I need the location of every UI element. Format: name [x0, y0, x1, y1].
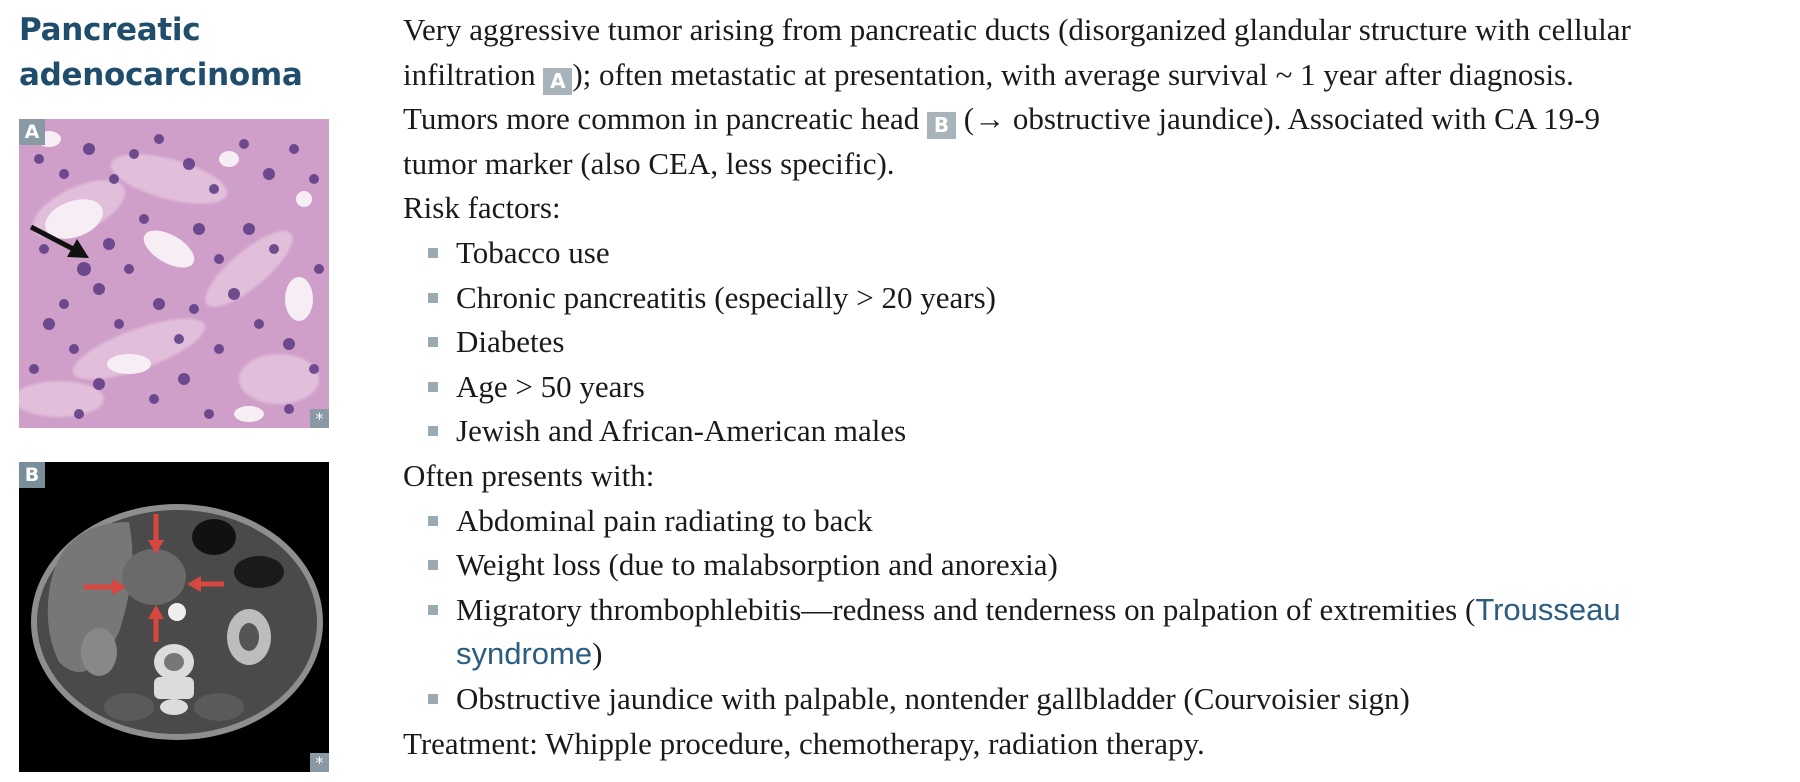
risk-factors-heading: Risk factors: [403, 190, 561, 226]
list-item: Age > 50 years [403, 365, 1798, 410]
list-item: Jewish and African-American males [403, 409, 1798, 454]
list-item-text-end: ) [592, 636, 603, 672]
intro-line-2-start: infiltration [403, 56, 544, 92]
bullet-icon [428, 381, 438, 392]
bullet-icon [428, 247, 438, 258]
bullet-icon [428, 693, 438, 704]
ct-scan-image: B * [19, 462, 329, 772]
section-heading: Pancreatic adenocarcinoma [19, 8, 303, 98]
list-item-text: Chronic pancreatitis (especially > 20 ye… [456, 279, 996, 315]
list-item-text: Diabetes [456, 324, 565, 360]
intro-line-2: infiltration A); often metastatic at pre… [403, 53, 1798, 98]
intro-line-3-start: Tumors more common in pancreatic head [403, 101, 928, 137]
list-item-text: Weight loss (due to malabsorption and an… [456, 547, 1058, 583]
bullet-icon [428, 515, 438, 526]
list-item-text: Age > 50 years [456, 368, 645, 404]
list-item: Obstructive jaundice with palpable, nont… [403, 677, 1798, 722]
figure-a-label: A [19, 119, 45, 145]
list-item: Diabetes [403, 320, 1798, 365]
heading-line-2: adenocarcinoma [19, 57, 303, 93]
list-item-text: Obstructive jaundice with palpable, nont… [456, 680, 1410, 716]
histology-image: A * [19, 119, 329, 428]
bullet-icon [428, 337, 438, 348]
list-item-text: Tobacco use [456, 234, 610, 270]
intro-line-1: Very aggressive tumor arising from pancr… [403, 12, 1631, 47]
list-item: Tobacco use [403, 231, 1798, 276]
histology-arrow-icon [29, 224, 89, 258]
list-item-text: Abdominal pain radiating to back [456, 502, 873, 538]
presents-list: Abdominal pain radiating to back Weight … [403, 499, 1798, 722]
figure-b-label: B [19, 462, 45, 488]
content-body: Very aggressive tumor arising from pancr… [403, 8, 1798, 766]
list-item: Weight loss (due to malabsorption and an… [403, 543, 1798, 588]
list-item: Migratory thrombophlebitis—redness and t… [403, 588, 1798, 677]
risk-factors-list: Tobacco use Chronic pancreatitis (especi… [403, 231, 1798, 454]
heading-line-1: Pancreatic [19, 12, 201, 48]
bullet-icon [428, 292, 438, 303]
inline-label-a: A [543, 67, 573, 95]
intro-line-2-end: ); often metastatic at presentation, wit… [572, 56, 1574, 92]
bullet-icon [428, 604, 438, 615]
histology-illustration [19, 119, 329, 428]
ct-arrows-icon [84, 514, 224, 642]
treatment-line: Treatment: Whipple procedure, chemothera… [403, 725, 1205, 761]
list-item: Chronic pancreatitis (especially > 20 ye… [403, 276, 1798, 321]
bullet-icon [428, 426, 438, 437]
list-item: Abdominal pain radiating to back [403, 499, 1798, 544]
trousseau-link[interactable]: Trousseau [1475, 591, 1621, 627]
bullet-icon [428, 560, 438, 571]
figure-a-copyright-icon: * [310, 409, 329, 428]
intro-line-4: tumor marker (also CEA, less specific). [403, 145, 895, 181]
syndrome-link[interactable]: syndrome [456, 636, 593, 672]
presents-heading: Often presents with: [403, 457, 655, 493]
inline-label-b: B [927, 112, 957, 140]
intro-line-3: Tumors more common in pancreatic head B … [403, 97, 1798, 142]
figure-b-copyright-icon: * [310, 753, 329, 772]
list-item-text: Migratory thrombophlebitis—redness and t… [456, 591, 1476, 627]
ct-scan-illustration [19, 462, 329, 772]
intro-paragraph: Very aggressive tumor arising from pancr… [403, 8, 1798, 186]
list-item-text: Jewish and African-American males [456, 413, 907, 449]
intro-line-3-end: (→ obstructive jaundice). Associated wit… [956, 101, 1601, 137]
